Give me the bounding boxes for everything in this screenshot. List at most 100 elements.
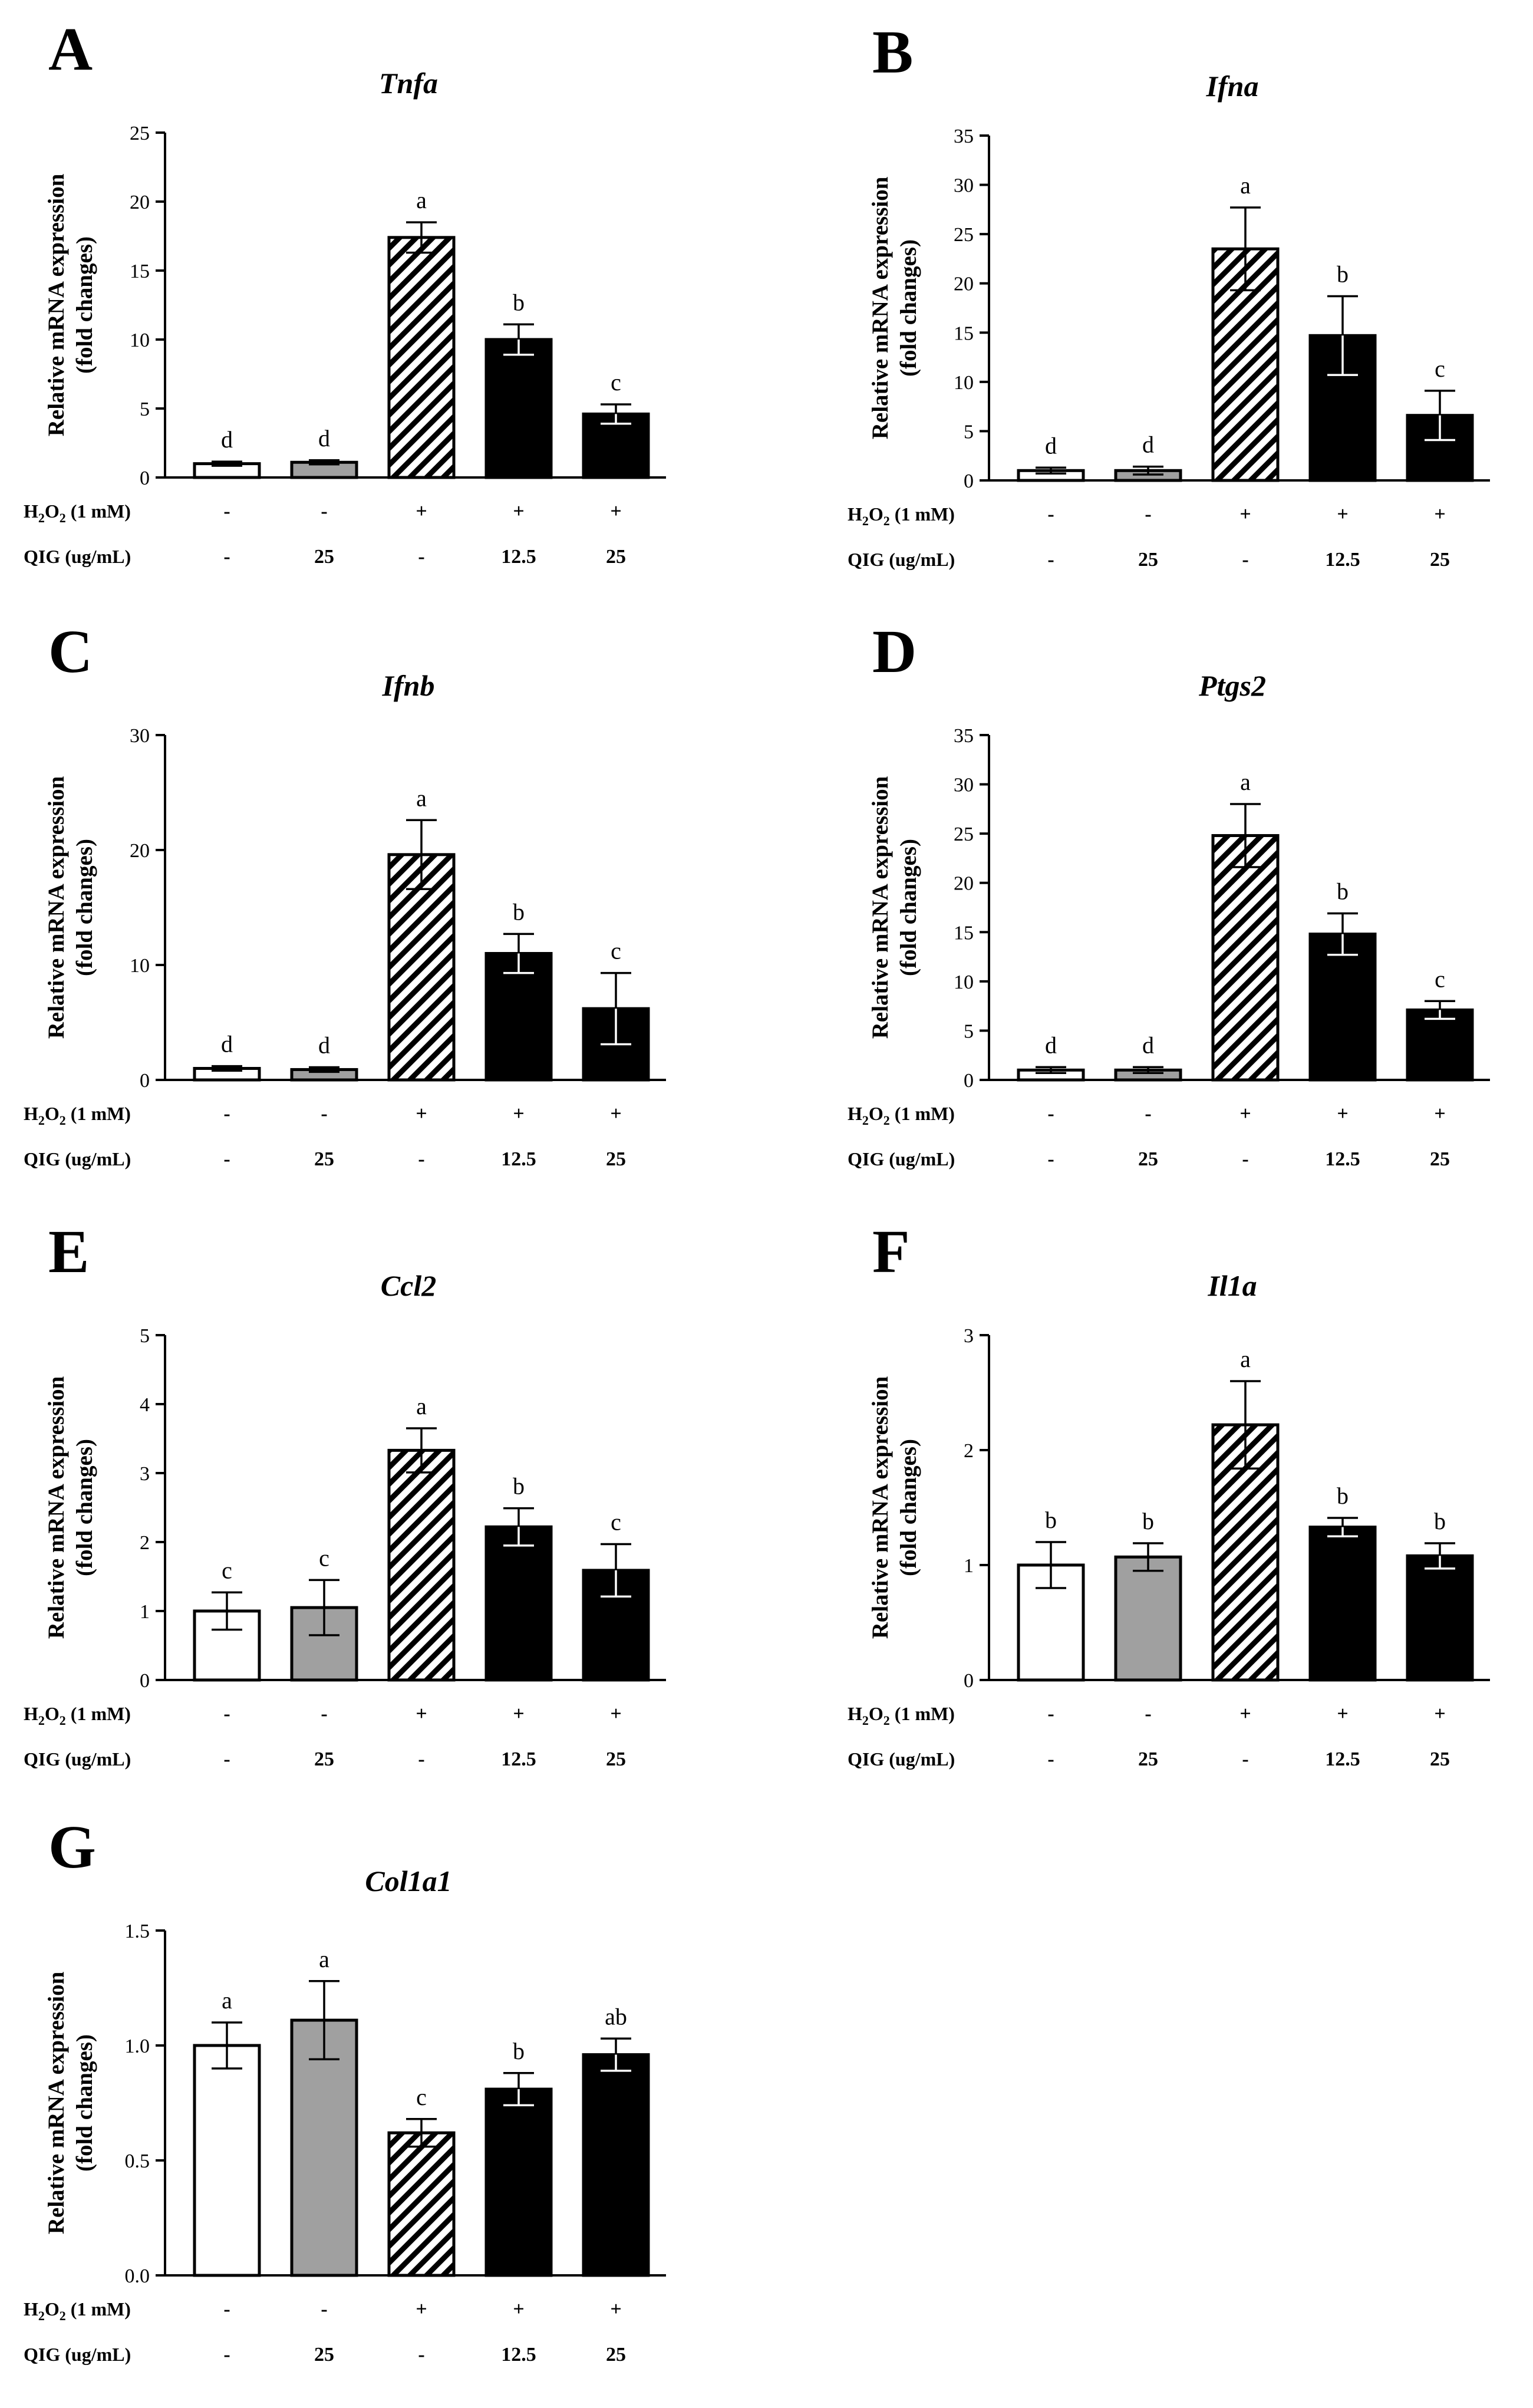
error-bar [503, 323, 534, 356]
y-axis-label: Relative mRNA expression (fold changes) [44, 173, 97, 436]
bar [1308, 933, 1377, 1082]
h2o2-row-label: H2O2 (1 mM) [24, 500, 131, 525]
significance-label: b [1045, 1507, 1057, 1533]
chart-title: Ptgs2 [1198, 669, 1266, 702]
y-tick-label: 1 [140, 1601, 150, 1623]
significance-label: d [1045, 1032, 1057, 1058]
y-tick-label: 1 [964, 1555, 974, 1577]
error-bar [212, 1591, 242, 1631]
bar [193, 2044, 261, 2277]
subscript: 2 [38, 2308, 45, 2323]
h2o2-value: - [321, 1103, 327, 1125]
error-bar [1425, 1542, 1455, 1570]
error-bar [212, 460, 242, 467]
significance-label: c [416, 2084, 427, 2110]
h2o2-value: + [1434, 1703, 1445, 1725]
subscript: 2 [862, 1113, 869, 1128]
significance-label: d [221, 426, 233, 453]
bar [484, 338, 553, 479]
significance-label: b [513, 1473, 525, 1500]
h2o2-value: + [610, 1103, 621, 1125]
qig-value: - [418, 1148, 424, 1170]
bar [1114, 1555, 1182, 1682]
bar [582, 2053, 650, 2277]
qig-value: 25 [606, 546, 626, 568]
qig-row-label: QIG (ug/mL) [848, 1748, 955, 1770]
panel-g: G Col1a1 Relative mRNA expression (fold cha… [24, 1813, 666, 2366]
y-tick-label: 5 [964, 421, 974, 443]
h2o2-value: + [1434, 1103, 1445, 1125]
significance-label: a [416, 1393, 427, 1419]
error-bar [1327, 912, 1358, 956]
chart-title: Ifna [1206, 70, 1259, 103]
y-tick-label: 20 [130, 840, 150, 862]
h2o2-value: + [513, 2298, 524, 2320]
y-axis-label-line2: (fold changes) [72, 839, 97, 976]
y-axis-label: Relative mRNA expression (fold changes) [868, 1376, 921, 1639]
y-tick-label: 20 [954, 873, 974, 895]
error-bar [1133, 1066, 1163, 1075]
y-tick-label: 25 [954, 823, 974, 845]
significance-label: c [1435, 966, 1445, 992]
h2o2-row-label: H2O2 (1 mM) [24, 1703, 131, 1728]
y-tick-label: 30 [954, 775, 974, 796]
y-axis-label-line1: Relative mRNA expression [44, 776, 69, 1039]
h2o2-value: + [1337, 1103, 1348, 1125]
qig-value: - [418, 1748, 424, 1770]
y-tick-label: 1.0 [125, 2035, 150, 2057]
qig-row-label: QIG (ug/mL) [24, 1748, 131, 1770]
y-tick-label: 15 [130, 261, 150, 282]
qig-value: 12.5 [501, 2344, 536, 2366]
significance-label: a [1240, 172, 1251, 199]
qig-row-label: QIG (ug/mL) [24, 1148, 131, 1170]
h2o2-value: - [321, 1703, 327, 1725]
y-tick-label: 0 [140, 467, 150, 489]
bar [290, 2018, 358, 2277]
qig-value: - [1047, 1748, 1054, 1770]
y-tick-label: 10 [954, 971, 974, 993]
h2o2-value: - [223, 2298, 230, 2320]
y-tick-label: 10 [130, 330, 150, 351]
panel-letter: F [872, 1218, 910, 1286]
qig-value: - [418, 2344, 424, 2366]
panel-letter: B [872, 18, 913, 86]
significance-label: a [1240, 1346, 1251, 1372]
error-bar [503, 1507, 534, 1547]
qig-row-label: QIG (ug/mL) [848, 1148, 955, 1170]
y-axis-label: Relative mRNA expression (fold changes) [868, 176, 921, 439]
h2o2-value: - [1047, 503, 1054, 525]
y-tick-label: 2 [964, 1440, 974, 1462]
y-axis-label-line1: Relative mRNA expression [44, 1971, 69, 2234]
h2o2-row-label: H2O2 (1 mM) [24, 1103, 131, 1128]
error-bar [1327, 295, 1358, 376]
error-bar [1036, 1541, 1066, 1589]
error-bar [601, 2037, 631, 2072]
h2o2-value: + [610, 1703, 621, 1725]
y-axis-label-line1: Relative mRNA expression [44, 1376, 69, 1639]
error-bar [1230, 803, 1261, 868]
y-tick-label: 2 [140, 1532, 150, 1554]
y-tick-label: 5 [140, 398, 150, 420]
bar [484, 1525, 553, 1682]
h2o2-value: + [610, 2298, 621, 2320]
subscript: 2 [38, 1113, 45, 1128]
y-tick-label: 25 [130, 123, 150, 144]
y-axis-label-line1: Relative mRNA expression [44, 173, 69, 436]
qig-value: - [1242, 1148, 1248, 1170]
error-bar [406, 221, 437, 254]
y-tick-label: 15 [954, 922, 974, 944]
y-tick-label: 20 [954, 274, 974, 295]
h2o2-value: + [513, 500, 524, 522]
significance-label: a [1240, 769, 1251, 795]
significance-label: d [221, 1031, 233, 1058]
qig-value: - [1047, 1148, 1054, 1170]
y-axis-label: Relative mRNA expression (fold changes) [44, 1971, 97, 2234]
error-bar [601, 1543, 631, 1598]
error-bar [309, 1066, 339, 1073]
significance-label: b [1142, 1508, 1154, 1534]
panel-letter: G [48, 1813, 96, 1881]
y-tick-label: 0.5 [125, 2150, 150, 2172]
error-bar [309, 1980, 339, 2061]
panel-letter: D [872, 618, 916, 686]
y-axis-label: Relative mRNA expression (fold changes) [44, 776, 97, 1039]
